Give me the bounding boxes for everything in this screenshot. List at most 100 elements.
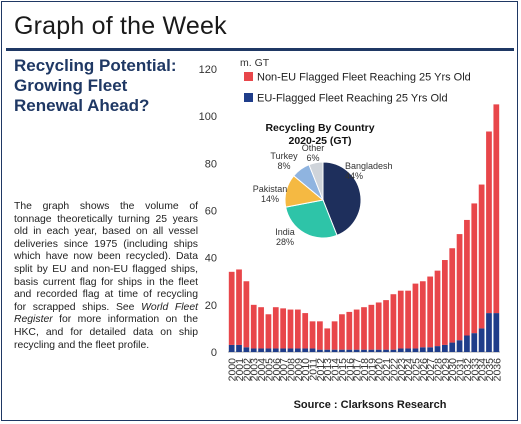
- bar-non-eu-2016: [346, 311, 353, 350]
- pie-slice-bangladesh: [322, 161, 362, 236]
- x-tick-label: 2019: [366, 358, 378, 382]
- bar-non-eu-2020: [375, 302, 382, 350]
- y-tick-label: 120: [199, 64, 217, 76]
- bar-non-eu-2009: [294, 309, 301, 349]
- bar-eu-2029: [441, 344, 448, 352]
- bar-non-eu-2008: [287, 309, 294, 349]
- x-tick-label: 2023: [396, 358, 408, 382]
- pie-label-other: Other: [302, 143, 325, 153]
- x-tick-label: 2001: [234, 358, 246, 382]
- bar-eu-2030: [449, 342, 456, 352]
- pie-label-bangladesh: Bangladesh: [345, 161, 393, 171]
- pie-value-india: 28%: [276, 237, 294, 247]
- bar-eu-2036: [493, 313, 500, 352]
- world-fleet-register-reference: World Fleet Register: [14, 301, 198, 326]
- bar-eu-2012: [317, 349, 323, 352]
- bar-non-eu-2007: [280, 308, 287, 349]
- bar-eu-2022: [390, 349, 397, 352]
- bar-non-eu-2028: [434, 270, 441, 347]
- bar-eu-2028: [434, 346, 441, 352]
- x-tick-label: 2031: [455, 358, 467, 382]
- headline: Recycling Potential: Growing Fleet Renew…: [14, 56, 177, 115]
- bar-eu-2023: [397, 348, 404, 352]
- x-tick-label: 2028: [433, 358, 445, 382]
- x-tick-label: 2017: [352, 358, 364, 382]
- bar-eu-2000: [228, 344, 235, 352]
- x-tick-label: 2036: [491, 358, 503, 382]
- bar-non-eu-2004: [258, 307, 264, 349]
- x-tick-label: 2000: [227, 358, 239, 382]
- y-tick-label: 20: [205, 300, 217, 312]
- bar-eu-2001: [236, 344, 242, 352]
- bar-eu-2005: [265, 348, 272, 352]
- bar-eu-2015: [339, 349, 345, 352]
- x-tick-label: 2016: [344, 358, 356, 382]
- legend-label-eu: EU-Flagged Fleet Reaching 25 Yrs Old: [257, 93, 448, 105]
- bar-non-eu-2018: [361, 307, 367, 350]
- y-tick-label: 80: [205, 158, 217, 170]
- bar-non-eu-2017: [353, 309, 360, 350]
- bar-eu-2032: [464, 335, 470, 352]
- bar-non-eu-2022: [390, 294, 397, 350]
- x-tick-label: 2034: [477, 358, 489, 382]
- bar-non-eu-2029: [441, 260, 448, 345]
- bar-eu-2034: [478, 328, 485, 352]
- bar-eu-2021: [383, 349, 389, 352]
- pie-label-pakistan: Pakistan: [253, 184, 288, 194]
- pie-title-line-1: Recycling By Country: [265, 122, 374, 134]
- bar-non-eu-2001: [236, 269, 242, 345]
- y-tick-label: 100: [199, 111, 217, 123]
- x-tick-label: 2020: [374, 358, 386, 382]
- pie-value-turkey: 8%: [277, 161, 290, 171]
- x-tick-label: 2012: [315, 358, 327, 382]
- legend-swatch-eu: [244, 93, 253, 102]
- bar-eu-2025: [412, 348, 419, 352]
- title-divider: [6, 48, 514, 51]
- pie-value-pakistan: 14%: [261, 194, 279, 204]
- x-tick-label: 2024: [403, 358, 415, 382]
- bar-non-eu-2026: [419, 281, 426, 348]
- bar-non-eu-2033: [471, 203, 478, 334]
- bar-non-eu-2019: [368, 304, 375, 350]
- x-tick-label: 2011: [308, 358, 320, 381]
- bar-non-eu-2005: [265, 314, 272, 349]
- bar-non-eu-2013: [324, 328, 331, 350]
- source-note: Source : Clarksons Research: [293, 399, 447, 411]
- bar-eu-2016: [346, 349, 353, 352]
- bar-non-eu-2036: [493, 104, 500, 314]
- pie-label-turkey: Turkey: [270, 151, 298, 161]
- description-part-2: for more information on the HKC, and for…: [14, 314, 198, 351]
- bar-eu-2003: [250, 348, 257, 352]
- bar-eu-2002: [243, 347, 250, 352]
- bar-non-eu-2002: [243, 281, 250, 348]
- pie-label-india: India: [275, 227, 295, 237]
- bar-eu-2013: [324, 349, 331, 352]
- x-tick-label: 2006: [271, 358, 283, 382]
- x-tick-label: 2003: [249, 358, 261, 382]
- bar-non-eu-2014: [331, 321, 338, 350]
- bar-eu-2008: [287, 348, 294, 352]
- x-tick-label: 2008: [285, 358, 297, 382]
- bar-non-eu-2032: [464, 219, 470, 336]
- bar-non-eu-2030: [449, 248, 456, 343]
- x-tick-label: 2022: [388, 358, 400, 382]
- bar-non-eu-2006: [272, 307, 279, 349]
- bar-non-eu-2034: [478, 184, 485, 329]
- bar-eu-2011: [309, 348, 316, 352]
- bar-eu-2020: [375, 349, 382, 352]
- x-tick-label: 2025: [410, 358, 422, 382]
- bar-non-eu-2000: [228, 271, 235, 345]
- x-tick-label: 2032: [462, 358, 474, 382]
- x-tick-label: 2014: [330, 358, 342, 382]
- y-tick-label: 0: [211, 347, 217, 359]
- pie-title-line-2: 2020-25 (GT): [288, 135, 351, 147]
- x-tick-label: 2013: [322, 358, 334, 382]
- bar-non-eu-2011: [309, 321, 316, 349]
- bar-eu-2017: [353, 349, 360, 352]
- x-tick-label: 2026: [418, 358, 430, 382]
- bar-eu-2014: [331, 349, 338, 352]
- x-tick-label: 2033: [469, 358, 481, 382]
- description-text: The graph shows the volume of tonnage th…: [14, 201, 198, 352]
- x-tick-label: 2005: [263, 358, 275, 382]
- x-tick-label: 2030: [447, 358, 459, 382]
